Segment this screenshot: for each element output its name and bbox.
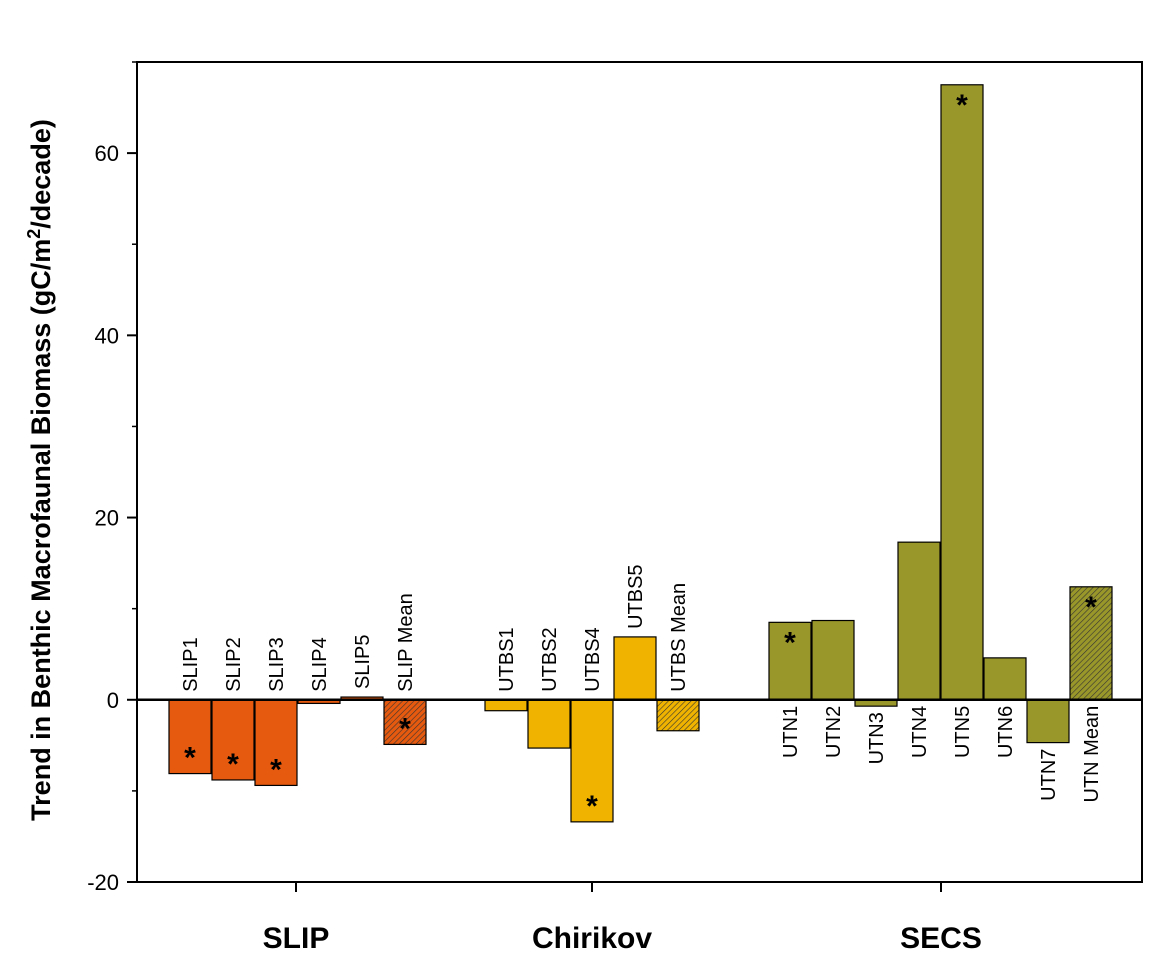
significance-marker: * bbox=[784, 626, 796, 659]
significance-marker: * bbox=[399, 712, 411, 745]
bar-label: UTBS5 bbox=[625, 564, 647, 628]
bar-label: UTBS1 bbox=[496, 627, 518, 691]
bar-label: UTBS2 bbox=[539, 627, 561, 691]
bar-label: UTN5 bbox=[952, 706, 974, 758]
significance-marker: * bbox=[270, 753, 282, 786]
axes: -20 0 20 40 60 bbox=[87, 61, 1143, 895]
bar-label: SLIP1 bbox=[180, 637, 202, 691]
y-axis-label-superscript: 2 bbox=[24, 229, 44, 239]
bar-utn1 bbox=[768, 621, 812, 701]
bar-label: UTN3 bbox=[866, 712, 888, 764]
bar-label: UTN2 bbox=[823, 706, 845, 758]
y-tick-label: -20 bbox=[87, 870, 119, 895]
bar-utbs5 bbox=[613, 636, 657, 701]
y-axis-label-part-2: /decade) bbox=[26, 119, 56, 229]
bars bbox=[168, 84, 1113, 823]
group-label: SECS bbox=[900, 922, 982, 955]
bar-utn4 bbox=[897, 541, 941, 701]
bar-label: UTN6 bbox=[995, 706, 1017, 758]
bar-slip1 bbox=[168, 699, 212, 775]
y-tick-label: 20 bbox=[95, 506, 119, 531]
bar-utn-mean bbox=[1069, 586, 1113, 701]
bar-label: SLIP2 bbox=[223, 637, 245, 691]
significance-marker: * bbox=[956, 89, 968, 122]
bar-label: UTN4 bbox=[909, 706, 931, 758]
group-label: SLIP bbox=[263, 922, 330, 955]
significance-marker: * bbox=[227, 748, 239, 781]
bar-label: UTN7 bbox=[1038, 749, 1060, 801]
bar-label: SLIP4 bbox=[309, 637, 331, 691]
bar-label: UTN Mean bbox=[1081, 706, 1103, 803]
significance-marker: * bbox=[1085, 591, 1097, 624]
bar-utn6 bbox=[983, 657, 1027, 701]
y-axis-label-part-1: Trend in Benthic Macrofaunal Biomass (gC… bbox=[26, 239, 56, 821]
bar-label: SLIP5 bbox=[352, 635, 374, 689]
bar-label: UTN1 bbox=[780, 706, 802, 758]
y-tick-label: 0 bbox=[107, 688, 119, 713]
plot-frame bbox=[136, 61, 1143, 883]
bar-label: SLIP Mean bbox=[395, 593, 417, 692]
bar-utbs2 bbox=[527, 699, 571, 749]
y-tick-label: 40 bbox=[95, 323, 119, 348]
group-label: Chirikov bbox=[532, 922, 652, 955]
bar-utbs-mean bbox=[656, 699, 700, 732]
bar-utbs1 bbox=[484, 699, 528, 712]
bar-utn7 bbox=[1026, 699, 1070, 744]
bar-slip2 bbox=[211, 699, 255, 781]
bar-label: UTBS Mean bbox=[668, 583, 690, 692]
y-tick-label: 60 bbox=[95, 141, 119, 166]
y-axis-label: Trend in Benthic Macrofaunal Biomass (gC… bbox=[24, 119, 56, 821]
bar-utn2 bbox=[811, 619, 855, 701]
bar-utn5 bbox=[940, 84, 984, 701]
significance-marker: * bbox=[184, 742, 196, 775]
bar-label: UTBS4 bbox=[582, 627, 604, 691]
significance-marker: * bbox=[586, 790, 598, 823]
bar-label: SLIP3 bbox=[266, 637, 288, 691]
bar-labels: * SLIP1 * SLIP2 * SLIP3 SLIP4 SLIP5 * SLIP Mean SL… bbox=[180, 89, 1103, 955]
